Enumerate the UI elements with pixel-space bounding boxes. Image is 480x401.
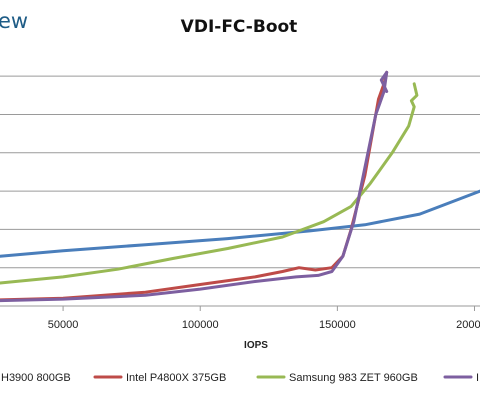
series-lines [0, 70, 480, 303]
series-line-2 [0, 70, 389, 302]
legend-label-4: I [476, 372, 479, 384]
x-axis-label: IOPS [244, 340, 268, 351]
gridlines [0, 75, 480, 269]
x-tick-label: 50000 [48, 319, 79, 331]
series-line-3 [0, 82, 419, 285]
legend-label-3: Samsung 983 ZET 960GB [289, 372, 418, 384]
series-line-1 [0, 189, 480, 258]
series-line-4 [0, 70, 389, 303]
legend-label-1: H3900 800GB [1, 372, 71, 384]
legend: H3900 800GB Intel P4800X 375GB Samsung 983… [1, 372, 479, 384]
axes [0, 305, 480, 311]
brand-logo-text: ew [0, 9, 28, 33]
x-tick-labels: 50000 100000 150000 200000 [48, 319, 480, 331]
x-tick-label: 200000 [456, 319, 480, 331]
x-tick-label: 100000 [182, 319, 219, 331]
legend-label-2: Intel P4800X 375GB [126, 372, 226, 384]
x-tick-label: 150000 [319, 319, 356, 331]
chart-title: VDI-FC-Boot [181, 17, 298, 37]
